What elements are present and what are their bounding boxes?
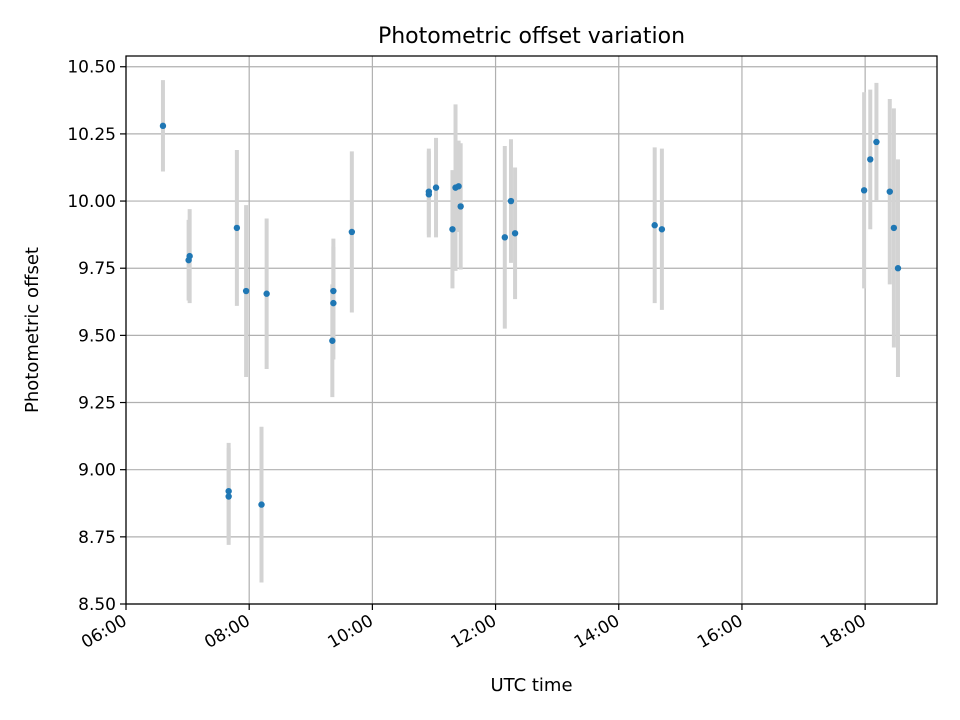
y-tick-label: 10.25 — [67, 125, 116, 145]
y-tick-label: 8.50 — [78, 595, 116, 615]
data-point — [330, 287, 337, 295]
data-point — [263, 290, 270, 297]
data-point — [511, 230, 519, 237]
data-point — [894, 265, 902, 272]
data-point — [425, 191, 433, 198]
data-point — [457, 203, 464, 210]
data-point — [432, 184, 440, 191]
data-point — [348, 228, 356, 236]
data-point — [867, 156, 874, 163]
y-tick-label: 9.25 — [78, 394, 116, 414]
data-point — [651, 222, 658, 229]
data-point — [886, 188, 893, 195]
y-tick-label: 9.50 — [78, 326, 116, 346]
plot-frame — [125, 55, 938, 605]
data-point — [159, 122, 167, 130]
data-point — [225, 487, 232, 495]
data-point — [233, 224, 241, 232]
y-tick-label: 9.00 — [78, 461, 116, 481]
y-tick-label: 10.50 — [67, 58, 116, 78]
y-tick-label: 10.00 — [67, 192, 116, 212]
data-point — [258, 501, 265, 508]
data-point — [225, 493, 232, 500]
data-point — [890, 224, 898, 232]
data-point — [658, 226, 666, 233]
data-point — [860, 187, 868, 194]
data-point — [329, 337, 336, 344]
data-point — [449, 226, 456, 233]
y-axis-label: Photometric offset — [22, 247, 43, 413]
data-point — [507, 197, 515, 205]
data-point — [242, 287, 250, 295]
data-point — [873, 138, 880, 146]
data-point — [455, 183, 462, 190]
data-points — [159, 122, 902, 508]
data-point — [501, 234, 509, 241]
x-axis-label: UTC time — [490, 675, 572, 696]
y-tick-label: 9.75 — [78, 259, 116, 279]
chart-title: Photometric offset variation — [378, 24, 685, 49]
data-point — [186, 252, 193, 260]
data-point — [330, 299, 337, 307]
grid — [125, 56, 937, 605]
y-tick-label: 8.75 — [78, 528, 116, 548]
